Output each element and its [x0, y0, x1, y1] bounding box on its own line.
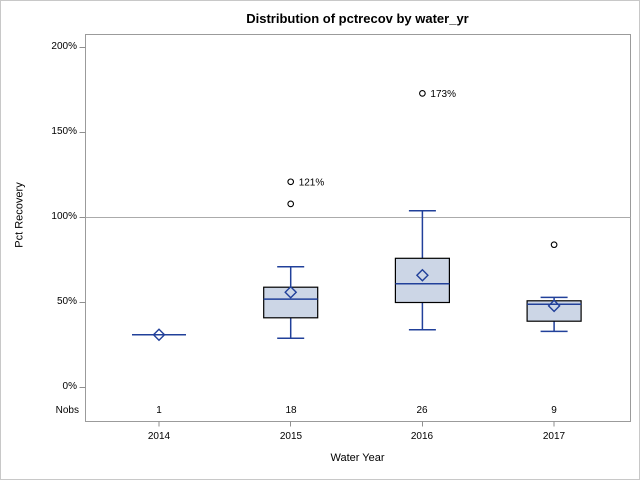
y-tick-label-0: 0% [62, 381, 77, 392]
x-tick-label-2014: 2014 [147, 431, 171, 442]
mean-marker-2016 [415, 268, 429, 282]
outlier-2015 [287, 200, 295, 208]
y-tick-label-200: 200% [51, 41, 77, 52]
outlier-2015 [287, 178, 295, 186]
outlier-2016 [419, 90, 426, 97]
nobs-value-2014: 1 [156, 405, 162, 416]
x-tick-label-2015: 2015 [279, 431, 303, 442]
plot-frame [85, 34, 631, 422]
mean-marker-2017 [547, 299, 561, 313]
box-2015 [263, 286, 319, 319]
outlier-label-2016: 173% [430, 89, 456, 100]
x-axis-title: Water Year [330, 452, 385, 464]
x-tick-label-2016: 2016 [410, 431, 434, 442]
chart-title: Distribution of pctrecov by water_yr [246, 11, 469, 26]
y-tick-label-50: 50% [56, 296, 77, 307]
x-tick-label-2017: 2017 [542, 431, 566, 442]
outlier-2017 [550, 241, 558, 249]
outlier-label-2015: 121% [299, 177, 325, 188]
nobs-value-2016: 26 [416, 405, 428, 416]
nobs-row-label: Nobs [55, 405, 79, 416]
nobs-value-2017: 9 [551, 405, 557, 416]
mean-marker-2015 [284, 285, 298, 299]
mean-marker-2014 [152, 328, 166, 342]
y-tick-label-100: 100% [51, 211, 77, 222]
nobs-value-2015: 18 [285, 405, 297, 416]
y-tick-label-150: 150% [51, 126, 77, 137]
